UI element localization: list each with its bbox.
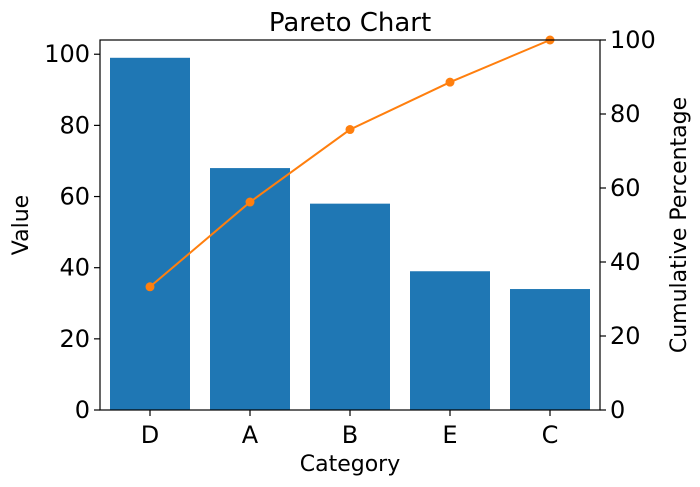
chart-title: Pareto Chart bbox=[269, 8, 431, 38]
y-tick-label-0: 0 bbox=[75, 396, 90, 424]
cumulative-line-group bbox=[145, 35, 555, 292]
x-tick-label-B: B bbox=[342, 421, 358, 449]
y-axis-left: 0 20 40 60 80 100 bbox=[44, 40, 100, 424]
bars-group bbox=[110, 57, 590, 411]
x-axis-label: Category bbox=[300, 452, 401, 477]
cumulative-point-E bbox=[445, 77, 455, 87]
y-tick-label-40: 40 bbox=[59, 254, 90, 282]
cumulative-point-D bbox=[145, 282, 155, 292]
y2-tick-label-40: 40 bbox=[610, 248, 641, 276]
x-tick-label-E: E bbox=[442, 421, 457, 449]
y2-tick-label-100: 100 bbox=[610, 26, 656, 54]
bar-D bbox=[110, 57, 190, 411]
bar-B bbox=[310, 203, 390, 410]
cumulative-point-B bbox=[345, 125, 355, 135]
y2-axis-label: Cumulative Percentage bbox=[667, 97, 692, 353]
x-tick-label-D: D bbox=[141, 421, 159, 449]
y-tick-label-60: 60 bbox=[59, 183, 90, 211]
y2-tick-label-60: 60 bbox=[610, 174, 641, 202]
cumulative-point-A bbox=[245, 197, 255, 207]
x-tick-label-C: C bbox=[542, 421, 559, 449]
y2-tick-label-0: 0 bbox=[610, 396, 625, 424]
bar-C bbox=[510, 289, 590, 410]
y-tick-label-80: 80 bbox=[59, 111, 90, 139]
y-tick-label-20: 20 bbox=[59, 325, 90, 353]
bar-A bbox=[210, 168, 290, 410]
bar-E bbox=[410, 271, 490, 410]
x-tick-label-A: A bbox=[242, 421, 259, 449]
y-tick-label-100: 100 bbox=[44, 40, 90, 68]
y-axis-right: 0 20 40 60 80 100 bbox=[600, 26, 656, 424]
y2-tick-label-20: 20 bbox=[610, 322, 641, 350]
y2-tick-label-80: 80 bbox=[610, 100, 641, 128]
y-axis-label: Value bbox=[9, 195, 34, 255]
